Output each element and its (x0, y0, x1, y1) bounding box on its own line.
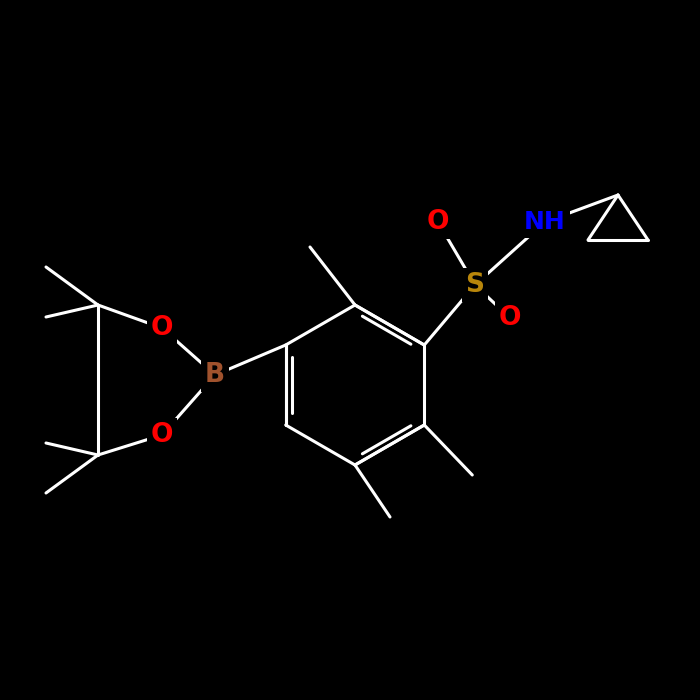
Text: NH: NH (524, 210, 566, 234)
Text: O: O (498, 305, 522, 331)
Text: O: O (150, 422, 174, 448)
Text: B: B (205, 362, 225, 388)
Text: O: O (150, 315, 174, 341)
Text: S: S (466, 272, 484, 298)
Text: O: O (427, 209, 449, 235)
